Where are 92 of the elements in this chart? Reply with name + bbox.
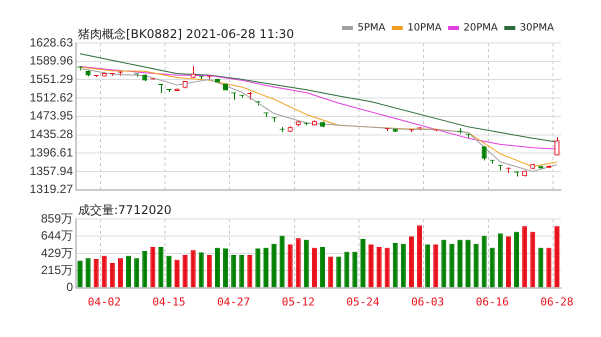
bar <box>255 248 260 288</box>
bar <box>417 225 422 288</box>
x-tick-label: 06-03 <box>411 295 444 308</box>
bar <box>368 244 374 288</box>
legend-label: 30PMA <box>520 22 554 34</box>
y-tick-label: 859万 <box>40 211 73 226</box>
x-tick-label: 06-28 <box>540 295 574 308</box>
y-tick-label: 1628.63 <box>30 35 74 50</box>
x-tick-label: 05-12 <box>282 295 315 308</box>
bar <box>158 246 164 288</box>
bar <box>530 232 536 288</box>
bar <box>288 244 293 288</box>
y-tick-label: 1551.29 <box>30 72 74 86</box>
bar <box>554 226 560 288</box>
bar <box>425 244 430 288</box>
bar <box>166 256 172 288</box>
y-tick-label: 1473.95 <box>30 108 74 123</box>
bar <box>94 258 99 288</box>
chart-title: 成交量:7712020 <box>78 202 172 219</box>
bar <box>206 254 212 288</box>
bar <box>490 248 495 288</box>
bar <box>296 238 301 288</box>
bar <box>214 248 220 288</box>
y-tick-label: 1396.61 <box>30 145 74 160</box>
bar <box>392 242 398 288</box>
bar <box>126 256 132 288</box>
y-tick-label: 429万 <box>40 246 73 260</box>
bar <box>344 252 350 288</box>
chart-title: 猪肉概念[BK0882] 2021-06-28 11:30 <box>78 26 294 43</box>
candlestick <box>158 84 164 94</box>
bar <box>498 233 503 288</box>
bar <box>239 254 244 288</box>
bar <box>360 238 366 288</box>
bar <box>190 250 196 288</box>
bar <box>376 246 382 288</box>
bar <box>352 252 358 288</box>
bar <box>482 236 487 288</box>
bar <box>280 236 285 288</box>
bar <box>247 254 252 288</box>
bar <box>174 260 180 288</box>
bar <box>433 244 438 288</box>
candlestick <box>554 136 560 156</box>
bar <box>400 244 406 288</box>
candlestick <box>482 146 487 161</box>
bar <box>466 240 471 288</box>
y-tick-label: 1512.62 <box>30 90 74 104</box>
bar <box>312 248 317 288</box>
bar <box>110 262 115 288</box>
candlestick <box>190 66 196 79</box>
y-tick-label: 1319.27 <box>30 182 74 196</box>
bar <box>328 256 334 288</box>
y-tick-label: 1357.94 <box>30 164 74 178</box>
bar <box>118 258 123 288</box>
bar <box>272 244 277 288</box>
bar <box>102 256 107 288</box>
bar <box>514 232 520 288</box>
x-tick-label: 04-02 <box>88 295 121 308</box>
x-tick-label: 04-27 <box>217 295 250 308</box>
x-tick-label: 04-15 <box>152 295 186 308</box>
x-tick-label: 05-24 <box>346 295 380 308</box>
bar <box>546 248 552 288</box>
legend-label: 10PMA <box>407 22 442 34</box>
bar <box>78 260 83 288</box>
legend-label: 20PMA <box>464 22 498 34</box>
bar <box>457 240 462 288</box>
y-tick-label: 1589.96 <box>30 54 74 68</box>
x-tick-label: 06-16 <box>476 295 509 308</box>
bar <box>198 252 204 288</box>
y-tick-label: 644万 <box>40 228 73 243</box>
bar <box>223 248 228 288</box>
bar <box>522 226 528 288</box>
bar <box>142 250 148 288</box>
bar <box>441 240 446 288</box>
bar <box>449 244 454 288</box>
bar <box>150 246 156 288</box>
bar <box>231 254 236 288</box>
bar <box>408 236 414 288</box>
bar <box>134 258 140 288</box>
legend-label: 5PMA <box>357 22 386 34</box>
bar <box>86 258 91 288</box>
y-tick-label: 0 <box>66 280 74 294</box>
y-tick-label: 1435.28 <box>30 127 74 142</box>
bar <box>506 236 511 288</box>
bar <box>263 248 268 288</box>
bar <box>336 256 342 288</box>
bar <box>182 254 188 288</box>
bar <box>474 244 479 288</box>
y-tick-label: 215万 <box>40 262 73 277</box>
bar <box>304 240 309 288</box>
bar <box>538 248 544 288</box>
bar <box>384 248 390 288</box>
bar <box>320 246 326 288</box>
